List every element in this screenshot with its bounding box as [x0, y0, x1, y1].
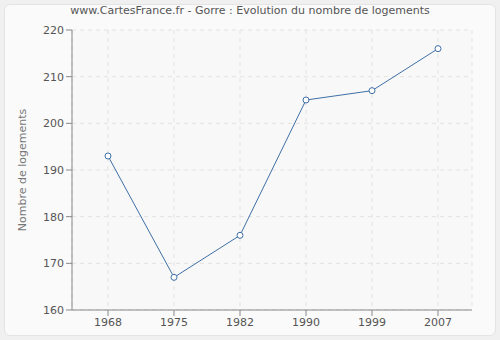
svg-text:1982: 1982 [226, 316, 254, 329]
svg-text:190: 190 [43, 164, 64, 177]
svg-text:160: 160 [43, 304, 64, 317]
svg-text:1990: 1990 [292, 316, 320, 329]
svg-text:170: 170 [43, 257, 64, 270]
html-text:www.CartesFrance.fr - Gorre :: www.CartesFrance.fr - Gorre : Evolution … [70, 4, 430, 17]
svg-text:180: 180 [43, 211, 64, 224]
svg-text:1975: 1975 [160, 316, 188, 329]
svg-text:Nombre de logements: Nombre de logements [16, 108, 29, 231]
svg-text:1968: 1968 [94, 316, 122, 329]
svg-text:2007: 2007 [424, 316, 452, 329]
svg-text:210: 210 [43, 71, 64, 84]
svg-text:220: 220 [43, 24, 64, 37]
svg-text:1999: 1999 [358, 316, 386, 329]
svg-text:200: 200 [43, 117, 64, 130]
